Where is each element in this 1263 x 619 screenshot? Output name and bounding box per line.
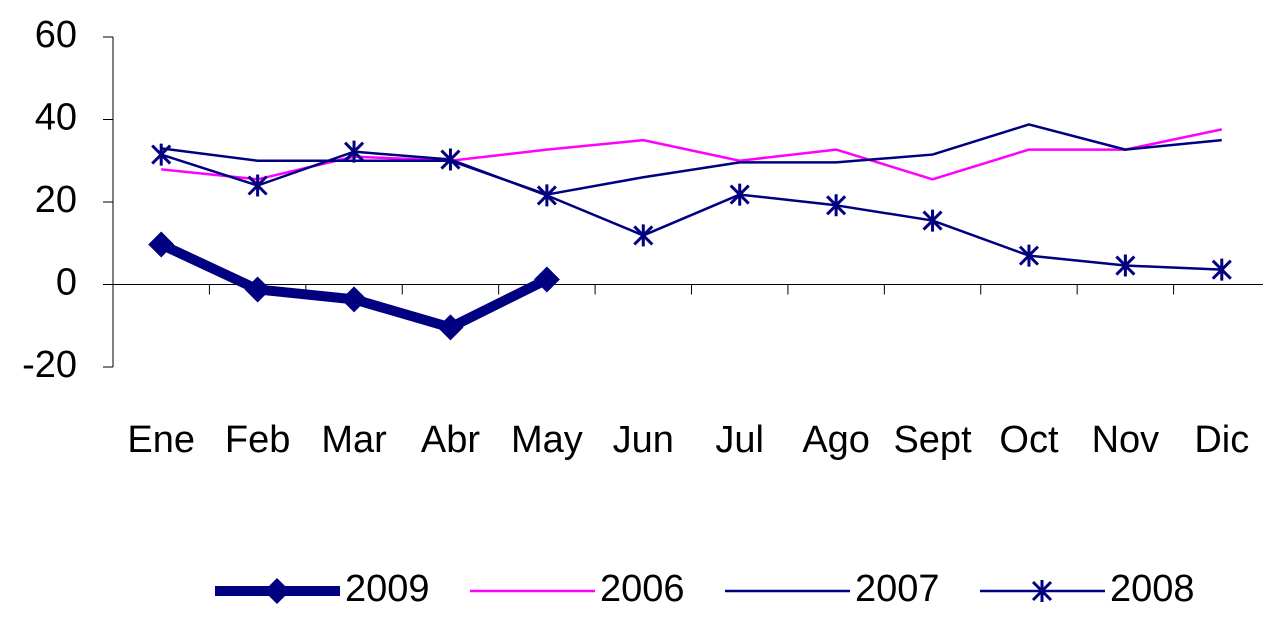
legend-label: 2007 xyxy=(855,568,940,610)
legend-label: 2008 xyxy=(1110,568,1195,610)
x-tick-label: Abr xyxy=(421,419,480,461)
x-tick-label: Mar xyxy=(321,419,387,461)
x-tick-label: Ago xyxy=(802,419,870,461)
series-line xyxy=(161,123,1222,196)
marker xyxy=(341,286,368,313)
marker xyxy=(826,194,847,217)
x-tick-label: Oct xyxy=(999,419,1059,461)
marker xyxy=(1031,580,1053,602)
marker xyxy=(437,314,464,341)
x-tick-label: Jun xyxy=(613,419,674,461)
y-tick-label: 0 xyxy=(56,262,77,304)
marker xyxy=(533,266,560,293)
marker xyxy=(1018,244,1040,267)
marker xyxy=(1115,254,1136,277)
series-line xyxy=(161,128,1223,181)
x-tick-label: Sept xyxy=(893,419,972,461)
y-tick-label: -20 xyxy=(22,344,77,386)
marker xyxy=(922,209,943,232)
y-tick-label: 20 xyxy=(35,179,77,221)
marker xyxy=(729,183,750,206)
y-tick-label: 60 xyxy=(35,14,77,56)
series-line xyxy=(159,239,550,333)
x-tick-label: Jul xyxy=(715,419,764,461)
x-tick-label: Ene xyxy=(127,419,195,461)
marker xyxy=(536,184,557,207)
marker xyxy=(440,148,461,171)
marker xyxy=(148,231,175,258)
x-tick-label: Feb xyxy=(225,419,290,461)
marker xyxy=(244,276,271,303)
marker xyxy=(264,578,290,604)
marker xyxy=(633,224,654,247)
x-tick-label: Nov xyxy=(1092,419,1160,461)
marker xyxy=(151,143,172,166)
series-line xyxy=(160,150,1222,271)
marker xyxy=(247,174,268,197)
y-tick-label: 40 xyxy=(35,97,77,139)
x-tick-label: May xyxy=(511,419,583,461)
legend-label: 2009 xyxy=(345,568,430,610)
marker xyxy=(1211,258,1232,281)
legend-label: 2006 xyxy=(600,568,685,610)
marker xyxy=(343,140,365,163)
x-tick-label: Dic xyxy=(1194,419,1249,461)
